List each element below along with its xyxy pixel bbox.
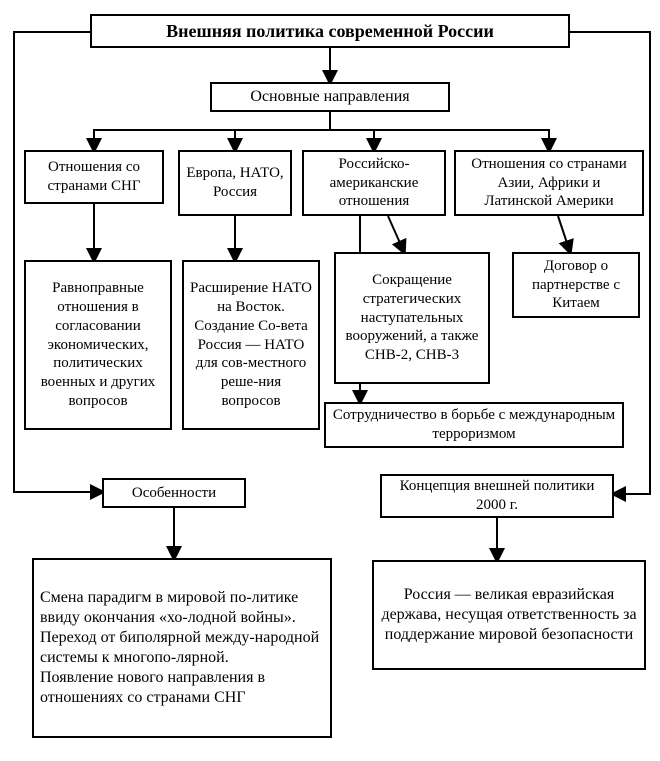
sng-detail-box: Равноправные отношения в согласовании эк… (24, 260, 172, 430)
features-box: Особенности (102, 478, 246, 508)
nato-detail-box: Расширение НАТО на Восток. Создание Со-в… (182, 260, 320, 430)
main-directions-box: Основные направления (210, 82, 450, 112)
snv-box: Сокращение стратегических наступательных… (334, 252, 490, 384)
russia-usa-box: Российско-американские отношения (302, 150, 446, 216)
asia-africa-la-box: Отношения со странами Азии, Африки и Лат… (454, 150, 644, 216)
title-box: Внешняя политика современной России (90, 14, 570, 48)
sng-box: Отношения со странами СНГ (24, 150, 164, 204)
china-box: Договор о партнерстве с Китаем (512, 252, 640, 318)
features-detail-box: Смена парадигм в мировой по-литике ввиду… (32, 558, 332, 738)
terrorism-box: Сотрудничество в борьбе с международным … (324, 402, 624, 448)
concept-detail-box: Россия — великая евразийская держава, не… (372, 560, 646, 670)
europe-nato-box: Европа, НАТО, Россия (178, 150, 292, 216)
concept-2000-box: Концепция внешней политики 2000 г. (380, 474, 614, 518)
